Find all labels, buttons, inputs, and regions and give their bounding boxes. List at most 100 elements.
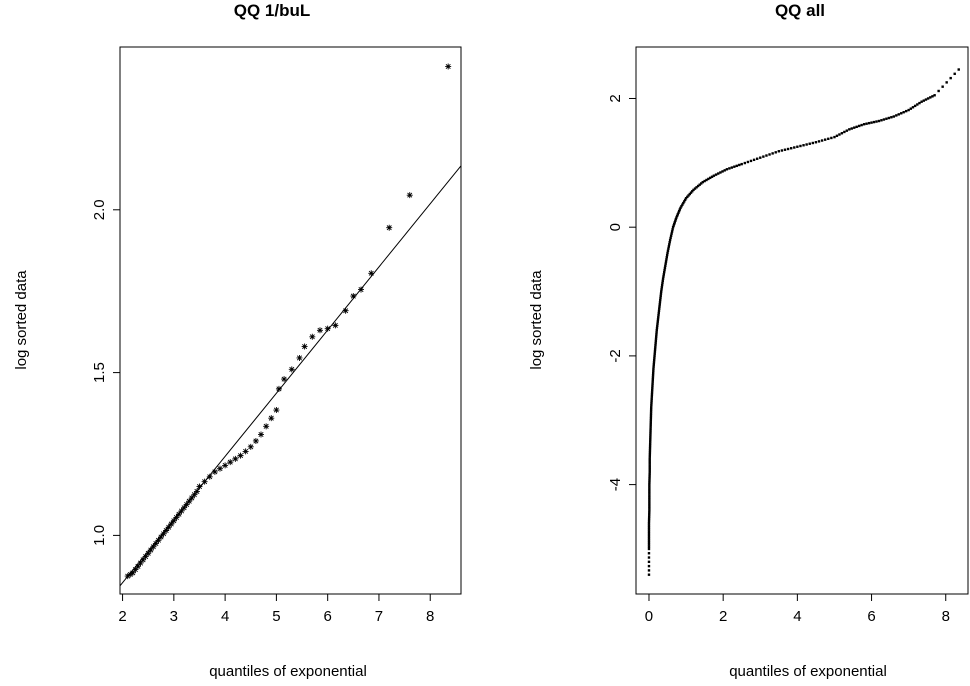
- data-point: [288, 366, 295, 373]
- data-point: [652, 369, 655, 373]
- data-point: [651, 371, 655, 375]
- data-point: [838, 133, 841, 136]
- data-point: [649, 423, 652, 426]
- data-point: [860, 123, 863, 127]
- data-point: [749, 159, 753, 163]
- data-point: [945, 81, 948, 84]
- data-point: [929, 96, 932, 99]
- data-point: [324, 325, 331, 332]
- y-tick-label: 0: [607, 223, 624, 231]
- data-point: [655, 331, 658, 334]
- data-point: [686, 195, 689, 199]
- right-panel-title: QQ all: [775, 1, 825, 20]
- data-point: [662, 271, 666, 274]
- data-point: [659, 292, 663, 295]
- y-tick-label: 2.0: [91, 199, 108, 220]
- data-point: [263, 423, 270, 430]
- x-tick-label: 6: [324, 608, 332, 625]
- x-tick-label: 3: [170, 608, 178, 625]
- data-point: [768, 153, 771, 156]
- data-point: [649, 421, 652, 424]
- data-point: [206, 473, 213, 480]
- data-point: [771, 152, 774, 155]
- data-point: [676, 213, 679, 216]
- data-point: [649, 416, 653, 420]
- data-point: [661, 279, 664, 283]
- data-point: [648, 464, 651, 467]
- data-point: [134, 563, 141, 570]
- data-point: [648, 500, 651, 503]
- data-point: [793, 146, 796, 149]
- data-point: [648, 494, 651, 497]
- data-point: [708, 176, 712, 180]
- data-point: [648, 459, 651, 463]
- data-point: [191, 491, 198, 498]
- data-point: [653, 348, 657, 351]
- data-point: [892, 115, 896, 118]
- data-point: [660, 288, 663, 291]
- data-point: [216, 465, 223, 472]
- data-point: [653, 356, 656, 360]
- data-point: [900, 112, 903, 115]
- data-point: [648, 470, 651, 473]
- y-tick-label: 1.0: [91, 525, 108, 546]
- data-point: [904, 109, 908, 113]
- data-point: [147, 547, 154, 554]
- left-plot-frame: [119, 46, 462, 595]
- data-point: [651, 376, 655, 379]
- data-point: [273, 407, 280, 414]
- data-point: [657, 311, 660, 315]
- data-point: [647, 517, 651, 521]
- data-point: [647, 522, 651, 525]
- data-point: [811, 141, 815, 145]
- data-point: [648, 468, 651, 471]
- data-point: [681, 203, 684, 206]
- data-point: [679, 206, 682, 210]
- data-point: [701, 180, 704, 184]
- data-point: [696, 184, 700, 188]
- data-point: [654, 346, 657, 349]
- data-point: [655, 328, 658, 332]
- data-point: [652, 361, 656, 364]
- data-point: [658, 301, 662, 304]
- data-point: [649, 436, 652, 439]
- data-point: [654, 341, 657, 345]
- data-point: [647, 569, 651, 572]
- data-point: [647, 530, 651, 533]
- data-point: [698, 183, 701, 186]
- data-point: [181, 504, 188, 511]
- data-point: [870, 121, 873, 124]
- data-point: [671, 225, 675, 229]
- x-tick-label: 4: [221, 608, 229, 625]
- data-point: [668, 238, 672, 242]
- data-point: [853, 126, 856, 129]
- data-point: [916, 103, 919, 106]
- data-point: [675, 214, 679, 218]
- data-point: [714, 173, 718, 176]
- data-point: [668, 241, 671, 244]
- data-point: [670, 232, 673, 235]
- data-point: [647, 537, 651, 540]
- data-point: [188, 494, 195, 501]
- data-point: [717, 172, 720, 175]
- y-tick-label: 2: [607, 94, 624, 102]
- data-point: [897, 113, 900, 116]
- data-point: [675, 216, 678, 219]
- data-point: [647, 564, 651, 568]
- data-point: [867, 121, 871, 125]
- data-point: [710, 175, 714, 178]
- data-point: [659, 296, 662, 300]
- y-tick-label: -4: [607, 478, 624, 491]
- data-point: [656, 322, 659, 325]
- data-point: [658, 307, 661, 310]
- data-point: [281, 376, 288, 383]
- data-point: [142, 553, 149, 560]
- data-point: [647, 539, 651, 542]
- data-point: [193, 488, 200, 495]
- data-point: [672, 224, 675, 227]
- data-point: [805, 143, 808, 146]
- data-point: [649, 440, 652, 443]
- data-point: [777, 150, 781, 153]
- data-point: [232, 455, 239, 462]
- data-point: [663, 266, 667, 270]
